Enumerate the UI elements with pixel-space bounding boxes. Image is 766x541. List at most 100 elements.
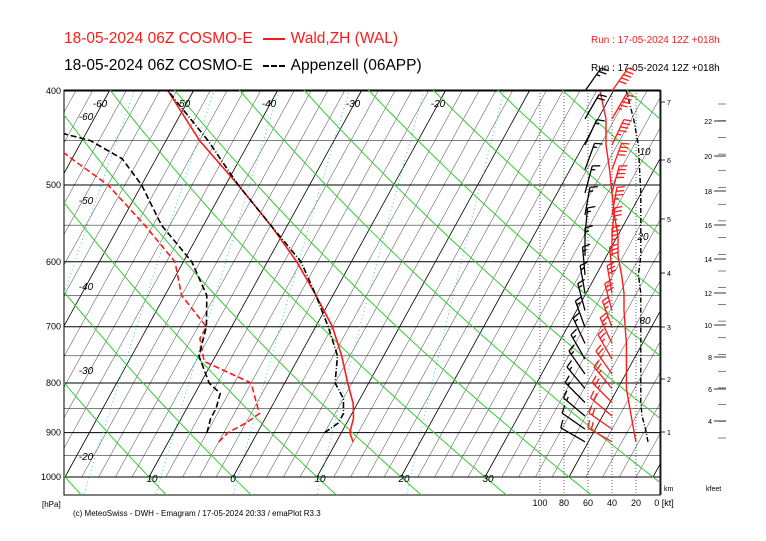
isotherm-line	[182, 90, 396, 478]
wind-speed-annotation: 20	[636, 232, 649, 243]
barb-flag	[621, 100, 630, 105]
barb-flag	[613, 209, 623, 213]
barb-staff	[574, 300, 586, 328]
barb-half-flag	[597, 384, 601, 389]
barb-staff	[570, 334, 586, 360]
barb-half-flag	[569, 366, 573, 371]
wind-speed-annotation: 30	[639, 316, 651, 327]
km-tick-label: 4	[667, 271, 671, 278]
kfeet-tick-label: 6	[708, 387, 712, 394]
barb-flag	[623, 97, 632, 101]
wind-barb-wald	[611, 119, 632, 146]
kfeet-tick-label: 10	[704, 323, 712, 330]
legend-line-wald	[262, 37, 285, 40]
title-line-appenzell: 18-05-2024 06Z COSMO-E Appenzell (06APP)	[64, 57, 422, 75]
legend-line-appenzell	[262, 64, 285, 67]
barb-half-flag	[598, 369, 602, 374]
barb-staff	[604, 283, 613, 311]
barb-half-flag	[596, 74, 601, 77]
barb-flag	[596, 363, 602, 371]
mixing-ratio-line	[155, 90, 281, 495]
wind-barb-appenzell	[584, 142, 603, 170]
isotherm-line	[619, 402, 660, 478]
barb-half-flag	[574, 318, 579, 323]
wind-barb-appenzell	[561, 405, 586, 430]
kfeet-tick-label: 4	[708, 419, 712, 426]
isotherm-line	[266, 90, 480, 478]
wind-speed-annotation: 10	[639, 147, 651, 158]
isotherm-line	[64, 90, 194, 327]
wind-barb-wald	[611, 94, 634, 120]
wind-barb-wald	[587, 419, 613, 443]
wind-barb-appenzell	[584, 185, 598, 216]
wind-barb-appenzell	[584, 165, 601, 194]
barb-flag	[589, 185, 598, 189]
isotherm-line	[451, 97, 660, 478]
kfeet-tick-label: 8	[708, 355, 712, 362]
barb-flag	[609, 247, 618, 252]
barb-half-flag	[572, 334, 577, 339]
barb-half-flag	[566, 396, 569, 401]
barb-staff	[581, 246, 586, 275]
barb-flag	[614, 205, 623, 209]
isotherm-line	[64, 90, 244, 419]
barb-half-flag	[603, 322, 608, 326]
temperature-tick-label: -20	[431, 99, 446, 110]
isotherm-line	[148, 90, 362, 478]
barb-flag	[600, 67, 609, 72]
km-tick-label: 3	[667, 325, 671, 332]
isotherm-line	[333, 90, 547, 478]
barb-staff	[584, 207, 589, 236]
temperature-tick-label: -60	[93, 99, 108, 110]
isotherm-line	[64, 90, 261, 449]
barb-staff	[593, 366, 613, 389]
barb-flag	[604, 278, 612, 285]
barb-staff	[597, 334, 613, 360]
isotherm-line	[484, 157, 660, 478]
run-info-wald: Run : 17-05-2024 12Z +018h	[591, 35, 720, 46]
wind-barb-wald	[589, 390, 613, 417]
isotherm-line	[132, 90, 345, 478]
barb-staff	[584, 187, 591, 216]
barb-flag	[597, 328, 605, 336]
legend-label-appenzell: Appenzell (06APP)	[290, 57, 422, 74]
barb-flag	[593, 360, 600, 368]
wind-barb-appenzell	[584, 119, 605, 146]
isotherm-line	[0, 91, 59, 477]
wind-speed-tick-label: 80	[559, 498, 569, 508]
barb-staff	[568, 350, 586, 375]
km-axis-label: km	[664, 486, 674, 493]
barb-half-flag	[570, 350, 575, 355]
dry-adiabat-line	[109, 90, 508, 495]
barb-half-flag	[595, 122, 600, 125]
isotherm-line	[501, 188, 660, 478]
barb-flag	[561, 405, 566, 414]
temperature-tick-label: -40	[79, 282, 94, 293]
isotherm-line	[468, 127, 660, 478]
wind-barb-appenzell	[572, 312, 586, 344]
temperature-tick-label: -60	[79, 112, 94, 123]
isotherm-line	[232, 90, 446, 478]
isotherm-line	[535, 250, 660, 478]
dry-adiabat-line	[367, 90, 660, 357]
temperature-tick-label: 10	[146, 474, 158, 485]
barb-flag	[625, 94, 634, 98]
barb-flag	[620, 126, 629, 129]
y-axis-unit-label: [hPa]	[42, 500, 61, 509]
dry-adiabat-line	[238, 90, 660, 484]
title-date-model: 18-05-2024 06Z COSMO-E	[64, 30, 253, 47]
temperature-tick-label: -50	[79, 196, 94, 207]
isotherm-line	[64, 90, 177, 296]
wind-barb-wald	[611, 205, 623, 236]
isotherm-line	[64, 90, 228, 388]
wind-speed-profile-appenzell	[625, 90, 649, 443]
wind-barb-wald	[611, 67, 636, 92]
barb-flag	[582, 243, 591, 248]
temperature-tick-label: 30	[482, 474, 494, 485]
wind-barb-wald	[591, 375, 613, 403]
barb-half-flag	[604, 305, 609, 310]
barb-flag	[615, 193, 624, 196]
wind-barb-wald	[599, 312, 613, 344]
barb-flag	[618, 80, 627, 85]
barb-flag	[597, 347, 604, 355]
